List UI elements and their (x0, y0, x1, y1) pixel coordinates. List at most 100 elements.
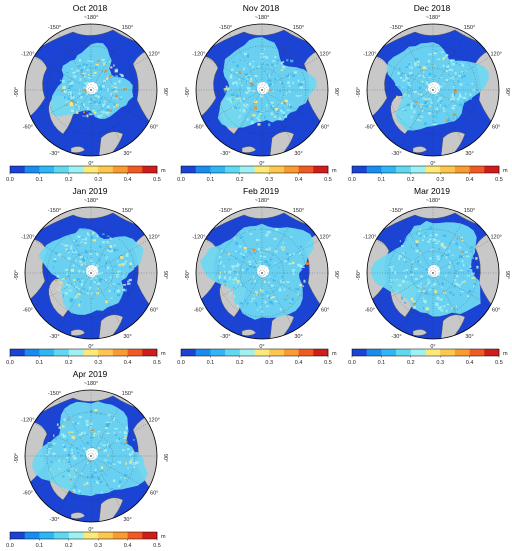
polar-map: ~180° 150° 120° 90° 60° 30° 0° -30° -60° -90° -120… (6, 381, 168, 549)
colorbar-tick-label: 0.0 (177, 360, 185, 366)
colorbar-swatch (454, 349, 470, 356)
degree-label: -120° (21, 235, 34, 241)
panel-title: Nov 2018 (242, 3, 280, 13)
panel-title: Oct 2018 (72, 3, 108, 13)
colorbar-tick-label: 0.5 (495, 177, 503, 183)
land-mass (412, 329, 428, 336)
degree-label: ~180° (426, 198, 441, 204)
degree-label: -60° (365, 125, 375, 131)
panel-title: Apr 2019 (72, 369, 108, 379)
degree-label: 90° (162, 271, 168, 279)
degree-label: ~180° (255, 15, 270, 21)
colorbar-tick-label: 0.4 (466, 177, 474, 183)
degree-label: 60° (321, 125, 329, 131)
colorbar-swatch (225, 166, 241, 173)
degree-label: -90° (356, 270, 362, 280)
colorbar-swatch (195, 349, 211, 356)
colorbar-swatch (68, 349, 84, 356)
degree-label: 30° (123, 151, 131, 157)
land-mass (241, 146, 257, 153)
degree-label: -30° (49, 151, 59, 157)
colorbar-swatch (298, 349, 314, 356)
degree-label: ~180° (426, 15, 441, 21)
colorbar-tick-label: 0.1 (378, 177, 386, 183)
degree-label: 0° (430, 344, 435, 350)
degree-label: -60° (194, 125, 204, 131)
colorbar-swatch (313, 166, 329, 173)
panel-title: Dec 2018 (413, 3, 451, 13)
degree-label: -30° (391, 151, 401, 157)
colorbar-swatch (127, 532, 143, 539)
degree-label: -90° (14, 87, 20, 97)
degree-label: -150° (390, 208, 403, 214)
colorbar-swatch (254, 349, 270, 356)
map-boundary (24, 23, 158, 157)
colorbar-swatch (10, 166, 25, 173)
colorbar-swatch (39, 532, 55, 539)
degree-label: -150° (390, 25, 403, 31)
colorbar-swatch (181, 166, 196, 173)
degree-label: -30° (49, 334, 59, 340)
colorbar-swatch (142, 166, 158, 173)
land-mass (367, 55, 390, 121)
colorbar-swatch (24, 166, 40, 173)
colorbar-tick-label: 0.1 (36, 177, 44, 183)
colorbar-tick-label: 0.5 (324, 360, 332, 366)
colorbar-unit: m (503, 168, 508, 174)
pole-hole (257, 82, 269, 94)
degree-label: -30° (49, 517, 59, 523)
colorbar-tick-label: 0.5 (153, 177, 161, 183)
degree-label: -30° (220, 151, 230, 157)
map-panel: Apr 2019 ~180° 150° 120° 90° 60° 30° 0° -30° -60°… (5, 366, 175, 551)
pole-hole (86, 82, 98, 94)
map-boundary (24, 389, 158, 523)
degree-label: 0° (259, 161, 264, 167)
colorbar: 0.0 0.1 0.2 0.3 0.4 0.5m (177, 348, 337, 366)
degree-label: -120° (21, 418, 34, 424)
degree-label: -90° (185, 270, 191, 280)
colorbar-swatch (239, 166, 255, 173)
colorbar-swatch (381, 166, 397, 173)
colorbar-tick-label: 0.3 (94, 177, 102, 183)
colorbar-tick-label: 0.1 (36, 543, 44, 549)
degree-label: 150° (464, 208, 475, 214)
map-boundary (195, 206, 329, 340)
land-mass (70, 329, 86, 336)
colorbar: 0.0 0.1 0.2 0.3 0.4 0.5m (6, 165, 166, 183)
degree-label: 30° (465, 151, 473, 157)
degree-label: 120° (149, 52, 160, 58)
colorbar-tick-label: 0.0 (348, 177, 356, 183)
colorbar: 0.0 0.1 0.2 0.3 0.4 0.5m (6, 531, 166, 549)
degree-label: -90° (185, 87, 191, 97)
colorbar-swatch (410, 349, 426, 356)
degree-label: 150° (122, 208, 133, 214)
colorbar-swatch (269, 349, 285, 356)
degree-label: 120° (149, 235, 160, 241)
colorbar-tick-label: 0.0 (6, 360, 14, 366)
colorbar: 0.0 0.1 0.2 0.3 0.4 0.5m (177, 165, 337, 183)
degree-label: -150° (48, 391, 61, 397)
degree-label: 30° (123, 334, 131, 340)
degree-label: -120° (21, 52, 34, 58)
degree-label: 0° (88, 527, 93, 533)
land-mass (241, 329, 257, 336)
colorbar: 0.0 0.1 0.2 0.3 0.4 0.5m (6, 348, 166, 366)
degree-label: 150° (464, 25, 475, 31)
colorbar-swatch (68, 166, 84, 173)
map-panel: Oct 2018 ~180° 150° 120° 90° 60° 30° 0° -30° -60°… (5, 0, 175, 185)
degree-label: -150° (48, 25, 61, 31)
colorbar-swatch (10, 349, 25, 356)
degree-label: 30° (123, 517, 131, 523)
degree-label: 120° (491, 52, 502, 58)
panel-title: Mar 2019 (414, 186, 450, 196)
land-mass (132, 45, 157, 131)
degree-label: -90° (356, 87, 362, 97)
polar-map: ~180° 150° 120° 90° 60° 30° 0° -30° -60° -90° -120… (177, 15, 339, 183)
colorbar-swatch (484, 166, 500, 173)
colorbar-swatch (24, 532, 40, 539)
land-mass (70, 146, 86, 153)
colorbar-swatch (98, 532, 114, 539)
colorbar-tick-label: 0.5 (495, 360, 503, 366)
colorbar-tick-label: 0.0 (348, 360, 356, 366)
colorbar-swatch (39, 349, 55, 356)
